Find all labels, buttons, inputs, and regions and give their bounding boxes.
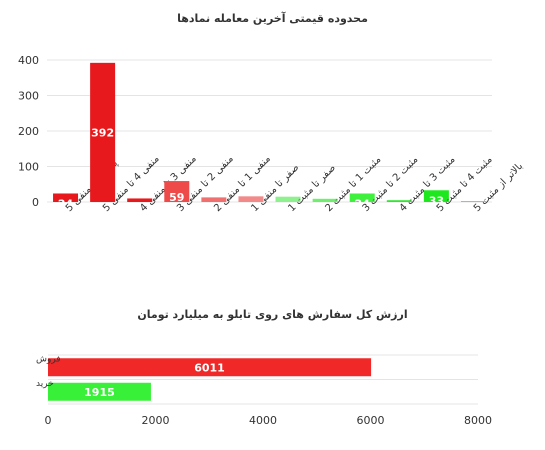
order-value-bar-chart: 0 2000 4000 6000 8000 6011 فروش 1915 خرید bbox=[36, 354, 492, 427]
bar bbox=[164, 181, 190, 202]
bar bbox=[386, 200, 412, 202]
data-label: 9 bbox=[321, 203, 329, 216]
data-label: 16 bbox=[243, 200, 259, 213]
data-label: 10 bbox=[132, 202, 148, 215]
x-tick-label: 8000 bbox=[464, 414, 492, 427]
bar bbox=[48, 382, 151, 401]
bar bbox=[48, 358, 372, 377]
bar bbox=[90, 62, 116, 203]
x-tick-label: 4000 bbox=[249, 414, 277, 427]
y-category-label: فروش bbox=[36, 354, 61, 364]
y-tick-label: 400 bbox=[18, 54, 39, 67]
bar bbox=[53, 193, 79, 202]
x-tick-label: 0 bbox=[45, 414, 52, 427]
bar bbox=[312, 198, 338, 202]
bar bbox=[201, 197, 227, 202]
data-label: 33 bbox=[429, 194, 444, 207]
data-label: 24 bbox=[355, 197, 371, 210]
data-label: 15 bbox=[280, 201, 295, 214]
y-tick-label: 100 bbox=[18, 161, 39, 174]
data-label: 1915 bbox=[84, 386, 115, 399]
bar bbox=[127, 198, 153, 202]
data-label: 13 bbox=[206, 201, 221, 214]
data-label: 24 bbox=[58, 197, 74, 210]
x-tick-label: 6000 bbox=[357, 414, 385, 427]
x-tick-label: 2000 bbox=[142, 414, 170, 427]
y-tick-label: 200 bbox=[18, 125, 39, 138]
price-range-bar-chart: 010020030040024پایینتر از منفی 5392منفی … bbox=[18, 54, 525, 216]
data-label: 6011 bbox=[194, 361, 225, 374]
bar bbox=[423, 190, 449, 202]
bar bbox=[460, 201, 486, 202]
bar bbox=[275, 196, 301, 202]
data-label: 392 bbox=[91, 126, 114, 139]
bar bbox=[349, 193, 375, 202]
chart1-title: محدوده قیمتی آخرین معامله نمادها bbox=[177, 12, 368, 25]
y-tick-label: 0 bbox=[32, 196, 39, 209]
data-label: 59 bbox=[169, 191, 184, 204]
y-category-label: خرید bbox=[36, 379, 54, 389]
chart2-title: ارزش کل سفارش های روی تابلو به میلیارد ت… bbox=[137, 308, 408, 321]
y-tick-label: 300 bbox=[18, 90, 39, 103]
bar bbox=[238, 196, 264, 202]
